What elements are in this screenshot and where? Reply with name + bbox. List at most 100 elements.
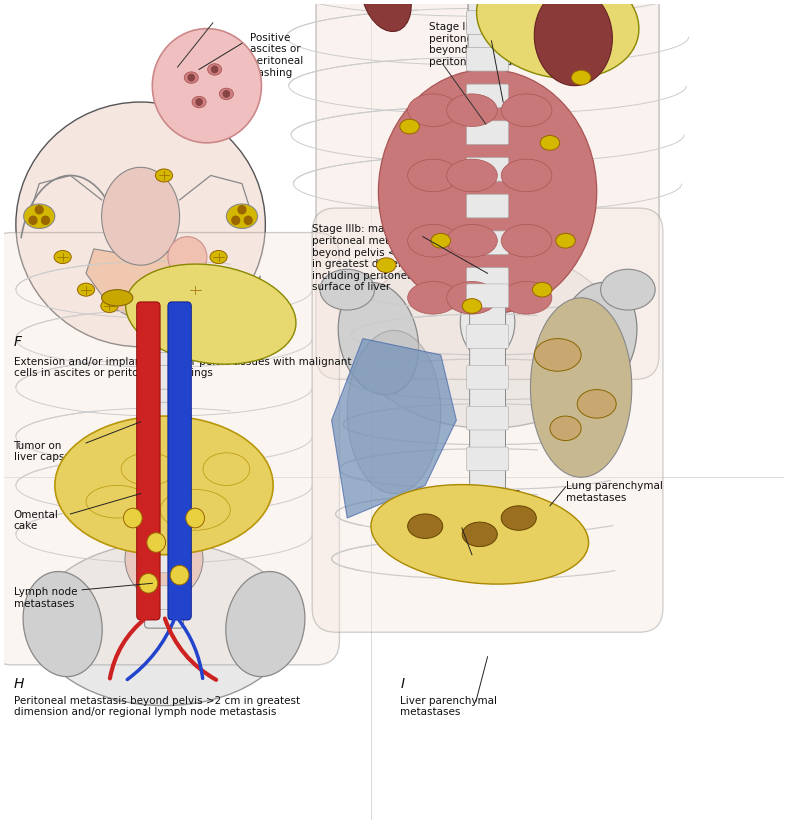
Ellipse shape xyxy=(192,96,206,108)
Ellipse shape xyxy=(208,63,221,75)
Ellipse shape xyxy=(447,94,497,127)
Text: Tumor on
liver capsule: Tumor on liver capsule xyxy=(13,441,80,462)
FancyBboxPatch shape xyxy=(143,366,185,389)
Text: Positive
ascites or
peritoneal
washing: Positive ascites or peritoneal washing xyxy=(250,33,303,77)
Ellipse shape xyxy=(184,72,199,83)
Ellipse shape xyxy=(121,452,176,485)
Ellipse shape xyxy=(102,290,133,306)
FancyBboxPatch shape xyxy=(466,194,508,218)
Ellipse shape xyxy=(407,94,459,127)
Circle shape xyxy=(124,508,142,528)
FancyBboxPatch shape xyxy=(468,0,507,310)
FancyBboxPatch shape xyxy=(466,11,508,35)
Ellipse shape xyxy=(600,269,655,310)
Ellipse shape xyxy=(226,204,258,228)
FancyBboxPatch shape xyxy=(466,284,508,307)
FancyBboxPatch shape xyxy=(0,232,340,665)
FancyBboxPatch shape xyxy=(466,268,508,291)
FancyBboxPatch shape xyxy=(143,513,185,536)
Text: Lymph node
metastases: Lymph node metastases xyxy=(13,588,77,609)
FancyBboxPatch shape xyxy=(466,406,508,430)
Ellipse shape xyxy=(24,204,55,228)
Ellipse shape xyxy=(530,297,632,477)
FancyBboxPatch shape xyxy=(136,302,160,620)
Polygon shape xyxy=(332,339,456,518)
Ellipse shape xyxy=(77,283,95,296)
Circle shape xyxy=(186,508,205,528)
Ellipse shape xyxy=(35,542,292,705)
Circle shape xyxy=(42,216,50,224)
Text: Pleural fluid
(positive
cytology): Pleural fluid (positive cytology) xyxy=(400,518,463,551)
Text: F: F xyxy=(13,335,21,349)
Ellipse shape xyxy=(407,282,459,314)
Ellipse shape xyxy=(571,70,591,85)
Circle shape xyxy=(244,216,252,224)
FancyBboxPatch shape xyxy=(143,475,185,499)
Circle shape xyxy=(211,66,217,73)
Circle shape xyxy=(188,74,195,81)
Ellipse shape xyxy=(355,249,620,428)
FancyArrowPatch shape xyxy=(177,618,203,678)
Circle shape xyxy=(232,216,240,224)
Ellipse shape xyxy=(371,485,589,584)
Ellipse shape xyxy=(477,0,639,78)
FancyBboxPatch shape xyxy=(466,121,508,144)
Circle shape xyxy=(139,574,158,593)
Ellipse shape xyxy=(533,283,552,297)
FancyBboxPatch shape xyxy=(316,0,659,379)
Polygon shape xyxy=(86,249,195,322)
Text: Stage IIIa: microscopic
peritoneal metastasis
beyond pelvis, including
peritonea: Stage IIIa: microscopic peritoneal metas… xyxy=(429,22,564,67)
Ellipse shape xyxy=(101,299,118,312)
FancyBboxPatch shape xyxy=(312,208,663,632)
Ellipse shape xyxy=(203,452,250,485)
FancyBboxPatch shape xyxy=(143,439,185,462)
Ellipse shape xyxy=(447,224,497,257)
FancyBboxPatch shape xyxy=(144,310,184,628)
Circle shape xyxy=(35,206,43,213)
FancyBboxPatch shape xyxy=(143,402,185,426)
Ellipse shape xyxy=(550,416,581,441)
FancyBboxPatch shape xyxy=(474,279,502,561)
Text: H: H xyxy=(13,677,24,691)
FancyBboxPatch shape xyxy=(466,488,508,512)
Circle shape xyxy=(196,99,203,105)
Text: Omental
cake: Omental cake xyxy=(13,510,58,531)
Ellipse shape xyxy=(534,0,612,86)
FancyBboxPatch shape xyxy=(143,329,185,353)
Ellipse shape xyxy=(556,283,637,395)
Circle shape xyxy=(238,206,246,213)
Ellipse shape xyxy=(361,0,411,31)
Ellipse shape xyxy=(463,522,497,546)
Ellipse shape xyxy=(534,339,581,372)
Ellipse shape xyxy=(541,135,559,150)
FancyBboxPatch shape xyxy=(466,366,508,389)
Ellipse shape xyxy=(501,94,552,127)
Ellipse shape xyxy=(400,119,419,133)
Ellipse shape xyxy=(348,330,440,494)
Ellipse shape xyxy=(501,506,537,531)
FancyBboxPatch shape xyxy=(466,157,508,181)
Ellipse shape xyxy=(125,264,296,364)
Ellipse shape xyxy=(377,258,396,273)
Ellipse shape xyxy=(501,282,552,314)
Ellipse shape xyxy=(160,489,230,531)
Text: I: I xyxy=(400,677,404,691)
Text: G: G xyxy=(509,489,520,503)
Circle shape xyxy=(29,216,37,224)
Ellipse shape xyxy=(501,159,552,192)
FancyBboxPatch shape xyxy=(143,549,185,573)
Ellipse shape xyxy=(86,485,148,518)
Text: Lung parenchymal
metastases: Lung parenchymal metastases xyxy=(566,481,663,503)
Ellipse shape xyxy=(407,159,459,192)
FancyBboxPatch shape xyxy=(466,231,508,255)
FancyBboxPatch shape xyxy=(466,84,508,108)
FancyBboxPatch shape xyxy=(466,529,508,552)
Ellipse shape xyxy=(407,224,459,257)
Ellipse shape xyxy=(210,250,227,264)
Ellipse shape xyxy=(23,572,102,677)
Ellipse shape xyxy=(54,250,71,264)
Text: Stage IIIb: macroscopic
peritoneal metastasis
beyond pelvis <2 cm
in greatest di: Stage IIIb: macroscopic peritoneal metas… xyxy=(312,224,433,293)
FancyBboxPatch shape xyxy=(466,447,508,471)
Ellipse shape xyxy=(378,69,597,314)
FancyBboxPatch shape xyxy=(168,302,191,620)
